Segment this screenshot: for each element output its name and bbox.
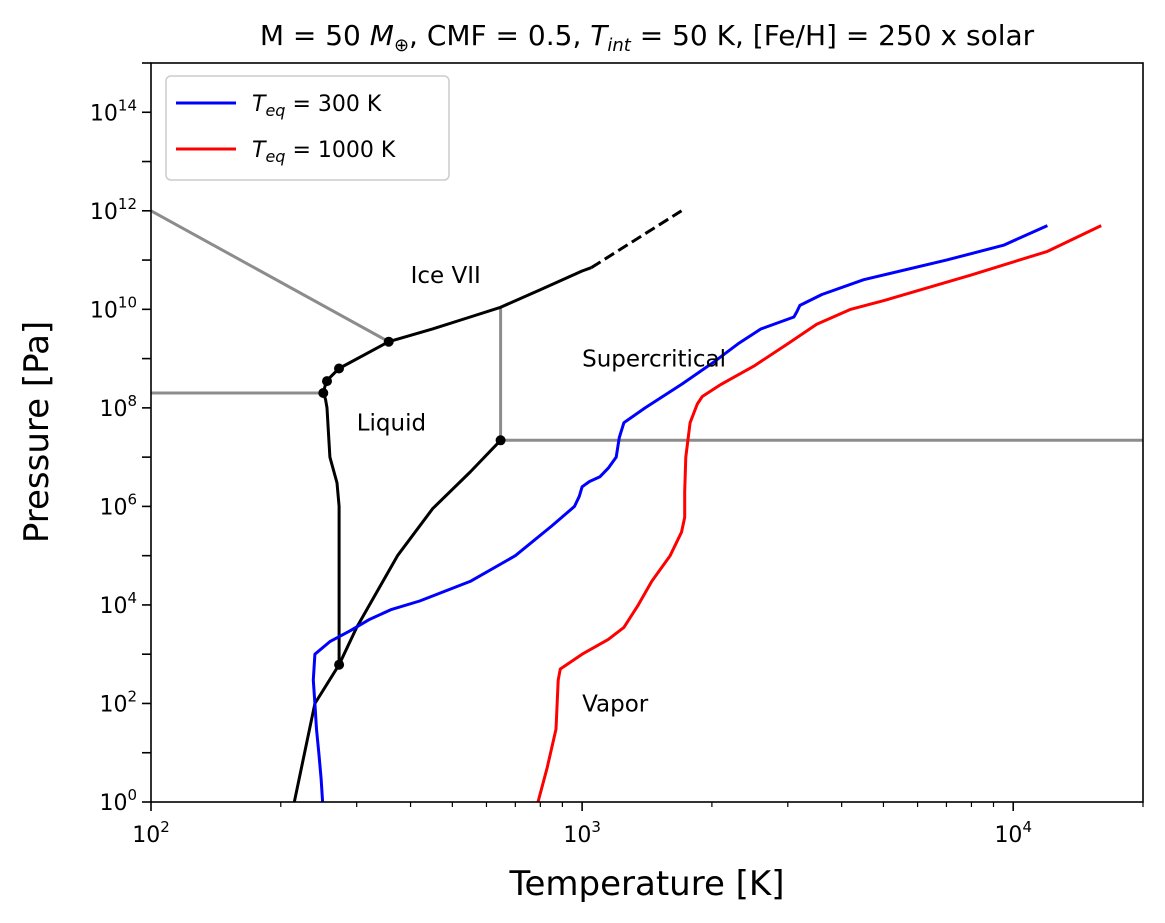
triple-point-3 [334, 363, 344, 374]
triple-point-4 [383, 336, 394, 347]
dashed-boundary-0 [590, 209, 683, 269]
region-labels: Ice VII Liquid Supercritical Vapor [357, 263, 726, 718]
y-tick-label-1: 102 [99, 687, 137, 717]
region-label-1: Liquid [357, 411, 426, 437]
y-tick-label-2: 104 [99, 589, 137, 619]
legend: Teq = 300 K Teq = 1000 K [165, 75, 450, 181]
gray-boundary-0 [151, 209, 390, 344]
y-tick-label-5: 1010 [90, 293, 137, 323]
series-lines [311, 224, 1102, 802]
plot-frame [150, 62, 1144, 803]
triple-point-0 [334, 659, 345, 670]
region-label-3: Vapor [582, 692, 649, 718]
black-boundary-2 [292, 439, 502, 802]
x-tick-label-0: 102 [132, 818, 170, 848]
legend-label-300k: Teq = 300 K [252, 92, 382, 120]
triple-point-1 [318, 388, 329, 398]
triple-point-2 [322, 376, 332, 387]
region-label-0: Ice VII [411, 263, 481, 289]
y-tick-label-3: 106 [99, 490, 137, 520]
y-tick-label-0: 100 [99, 786, 137, 816]
legend-box [165, 75, 450, 181]
series-line-0 [311, 224, 1049, 802]
y-tick-label-4: 108 [99, 392, 137, 422]
black-boundary-0 [321, 392, 341, 665]
phase-boundaries [151, 209, 1143, 802]
series-line-1 [536, 224, 1102, 802]
region-label-2: Supercritical [582, 347, 726, 373]
black-boundary-1 [321, 266, 592, 394]
chart-title: M = 50 M⊕, CMF = 0.5, Tint = 50 K, [Fe/H… [260, 19, 1035, 56]
y-axis-label: Pressure [Pa] [17, 321, 57, 543]
x-tick-label-1: 103 [563, 818, 601, 848]
triple-point-5 [495, 435, 506, 446]
x-tick-label-2: 104 [994, 818, 1032, 848]
y-tick-label-7: 1014 [90, 96, 137, 126]
legend-label-1000k: Teq = 1000 K [252, 138, 396, 166]
triple-points [318, 336, 506, 670]
y-tick-label-6: 1012 [90, 195, 137, 225]
x-axis-label: Temperature [K] [508, 864, 784, 904]
